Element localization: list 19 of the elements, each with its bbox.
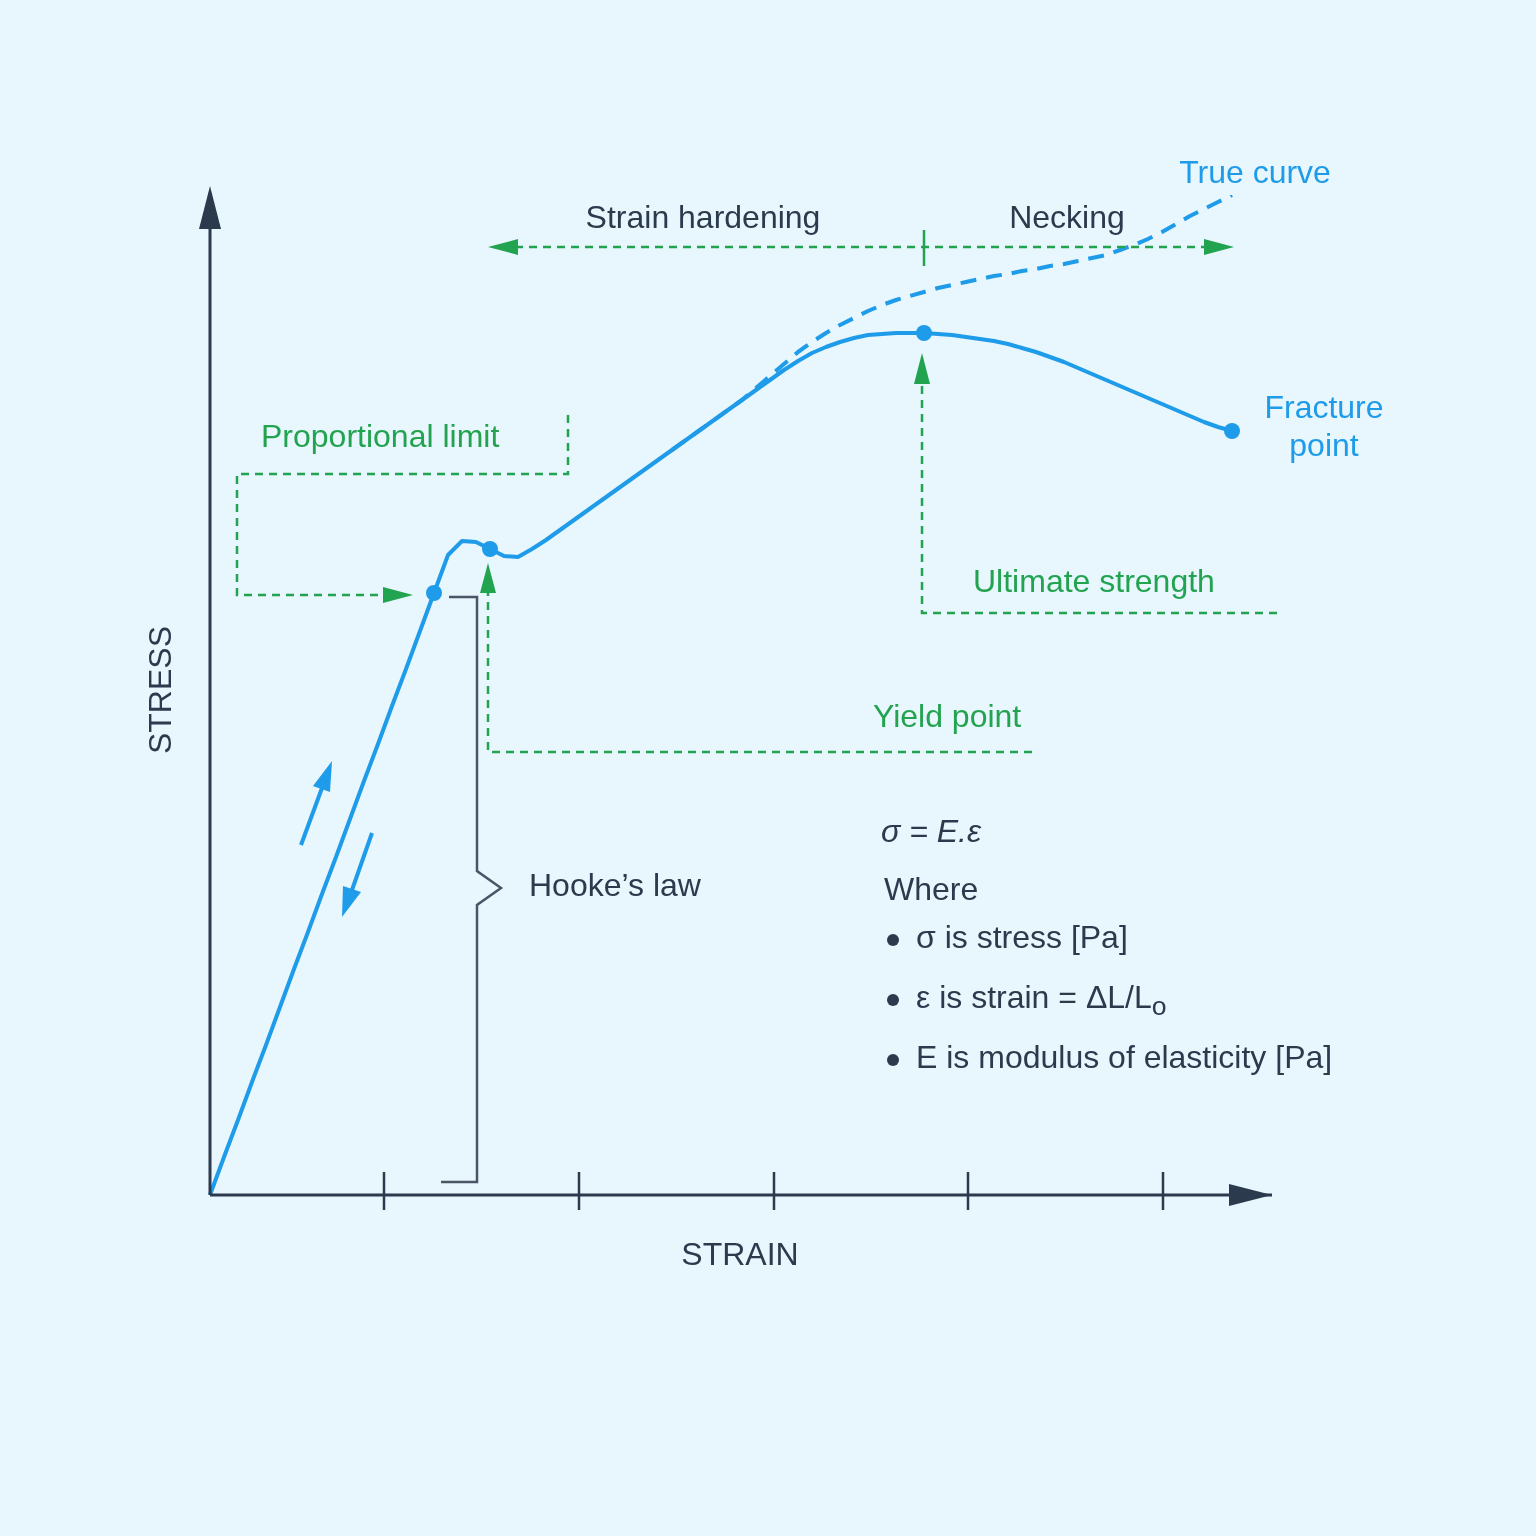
annotation: ε is strain = ΔL/L$_{o}$ bbox=[916, 978, 1167, 1024]
annotation: Yield point bbox=[873, 697, 1022, 735]
annotation: σ = E.ε bbox=[881, 812, 982, 850]
point bbox=[426, 585, 442, 601]
annotation: Strain hardening bbox=[585, 198, 821, 236]
annotation: Proportional limit bbox=[261, 417, 500, 455]
point bbox=[916, 325, 932, 341]
point bbox=[1224, 423, 1240, 439]
text: Fracture point bbox=[1263, 388, 1385, 464]
series-label: True curve bbox=[1179, 153, 1331, 191]
annotation: Necking bbox=[1009, 198, 1125, 236]
y-axis-title: STRESS bbox=[141, 625, 179, 755]
point bbox=[482, 541, 498, 557]
annotation: Hooke’s law bbox=[529, 866, 701, 904]
annotation: Ultimate strength bbox=[973, 562, 1215, 600]
annotation: E is modulus of elasticity [Pa] bbox=[916, 1038, 1333, 1076]
annotation: σ is stress [Pa] bbox=[916, 918, 1128, 956]
x-axis-title: STRAIN bbox=[681, 1235, 799, 1273]
annotation: Where bbox=[884, 870, 979, 908]
